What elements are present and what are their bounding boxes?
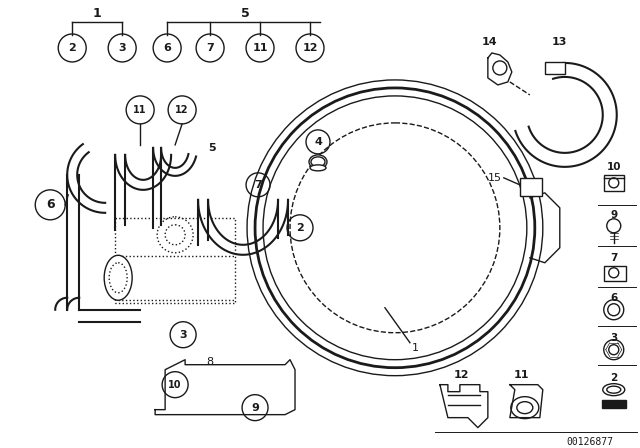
Circle shape bbox=[604, 300, 624, 320]
Ellipse shape bbox=[511, 396, 539, 418]
Text: 1: 1 bbox=[412, 343, 419, 353]
Text: 9: 9 bbox=[251, 403, 259, 413]
Text: 15: 15 bbox=[488, 173, 502, 183]
Text: 10: 10 bbox=[607, 162, 621, 172]
Text: 11: 11 bbox=[252, 43, 268, 53]
Text: 7: 7 bbox=[254, 180, 262, 190]
Text: 3: 3 bbox=[179, 330, 187, 340]
Text: 5: 5 bbox=[241, 8, 250, 21]
Bar bbox=[604, 266, 626, 281]
Bar bbox=[602, 400, 626, 408]
Ellipse shape bbox=[309, 155, 327, 169]
Text: 4: 4 bbox=[314, 137, 322, 147]
Text: 2: 2 bbox=[610, 373, 618, 383]
Text: 3: 3 bbox=[118, 43, 126, 53]
Text: 12: 12 bbox=[454, 370, 470, 380]
Text: 2: 2 bbox=[68, 43, 76, 53]
Text: 3: 3 bbox=[610, 333, 618, 343]
Ellipse shape bbox=[603, 383, 625, 396]
Text: 12: 12 bbox=[175, 105, 189, 115]
Text: 6: 6 bbox=[46, 198, 54, 211]
Bar bbox=[604, 175, 624, 191]
Circle shape bbox=[604, 340, 624, 360]
Circle shape bbox=[493, 61, 507, 75]
Text: 00126877: 00126877 bbox=[566, 437, 613, 447]
Text: 11: 11 bbox=[133, 105, 147, 115]
Text: 13: 13 bbox=[552, 37, 568, 47]
Text: 2: 2 bbox=[296, 223, 304, 233]
Text: 8: 8 bbox=[207, 357, 214, 367]
Circle shape bbox=[609, 178, 619, 188]
Text: 6: 6 bbox=[163, 43, 171, 53]
Text: 6: 6 bbox=[610, 293, 618, 303]
Text: 5: 5 bbox=[208, 143, 216, 153]
Text: 9: 9 bbox=[610, 210, 618, 220]
Text: 14: 14 bbox=[482, 37, 498, 47]
Text: 10: 10 bbox=[168, 379, 182, 390]
Circle shape bbox=[256, 89, 534, 367]
Text: 11: 11 bbox=[514, 370, 529, 380]
Bar bbox=[545, 62, 564, 74]
Circle shape bbox=[607, 219, 621, 233]
Bar bbox=[520, 178, 542, 196]
Ellipse shape bbox=[104, 255, 132, 300]
Text: 7: 7 bbox=[206, 43, 214, 53]
Ellipse shape bbox=[310, 165, 326, 171]
Text: 7: 7 bbox=[610, 253, 618, 263]
Text: 12: 12 bbox=[302, 43, 317, 53]
Text: 1: 1 bbox=[93, 8, 102, 21]
